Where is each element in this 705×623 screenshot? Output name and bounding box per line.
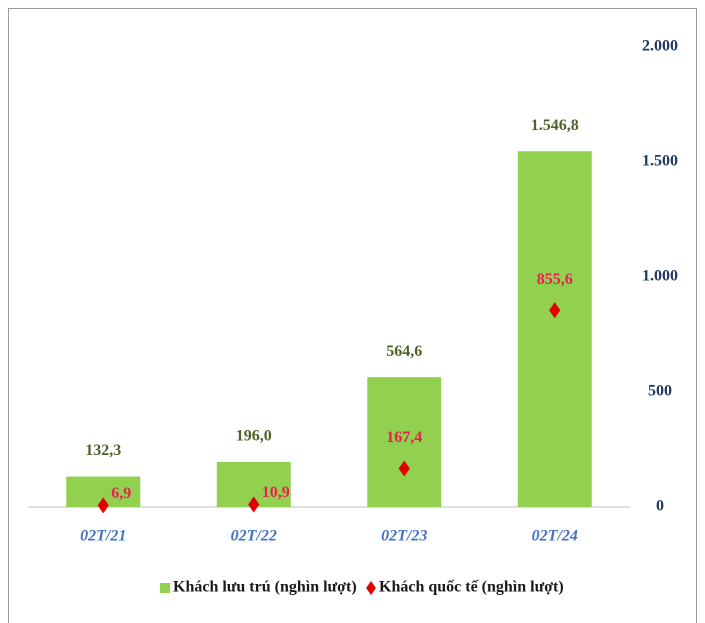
x-tick-label: 02T/23 bbox=[381, 528, 427, 545]
bar-value-label: 1.546,8 bbox=[531, 117, 579, 134]
y-tick-label: 500 bbox=[648, 383, 672, 400]
legend-label: Khách lưu trú (nghìn lượt) bbox=[173, 579, 357, 596]
bar-value-label: 564,6 bbox=[386, 343, 422, 360]
x-tick-label: 02T/22 bbox=[231, 528, 277, 545]
bar-value-label: 196,0 bbox=[236, 428, 272, 445]
marker-value-label: 10,9 bbox=[262, 484, 290, 501]
bar bbox=[517, 151, 592, 507]
y-tick-label: 1.500 bbox=[642, 153, 678, 170]
x-tick-label: 02T/21 bbox=[80, 528, 126, 545]
x-tick-label: 02T/24 bbox=[532, 528, 578, 545]
marker-value-label: 855,6 bbox=[537, 271, 573, 288]
y-tick-label: 2.000 bbox=[642, 38, 678, 55]
marker-value-label: 167,4 bbox=[386, 429, 422, 446]
bar-value-label: 132,3 bbox=[85, 442, 121, 459]
diamond-marker bbox=[398, 460, 410, 477]
legend-swatch bbox=[366, 581, 376, 595]
bar bbox=[367, 377, 442, 507]
frame bbox=[8, 8, 697, 623]
diamond-marker bbox=[248, 496, 260, 513]
y-tick-label: 1.000 bbox=[642, 268, 678, 285]
legend-label: Khách quốc tế (nghìn lượt) bbox=[379, 579, 564, 596]
y-tick-label: 0 bbox=[656, 498, 664, 515]
diamond-marker bbox=[549, 302, 561, 319]
legend-swatch bbox=[160, 583, 170, 593]
diamond-marker bbox=[97, 497, 109, 514]
marker-value-label: 6,9 bbox=[111, 485, 131, 502]
